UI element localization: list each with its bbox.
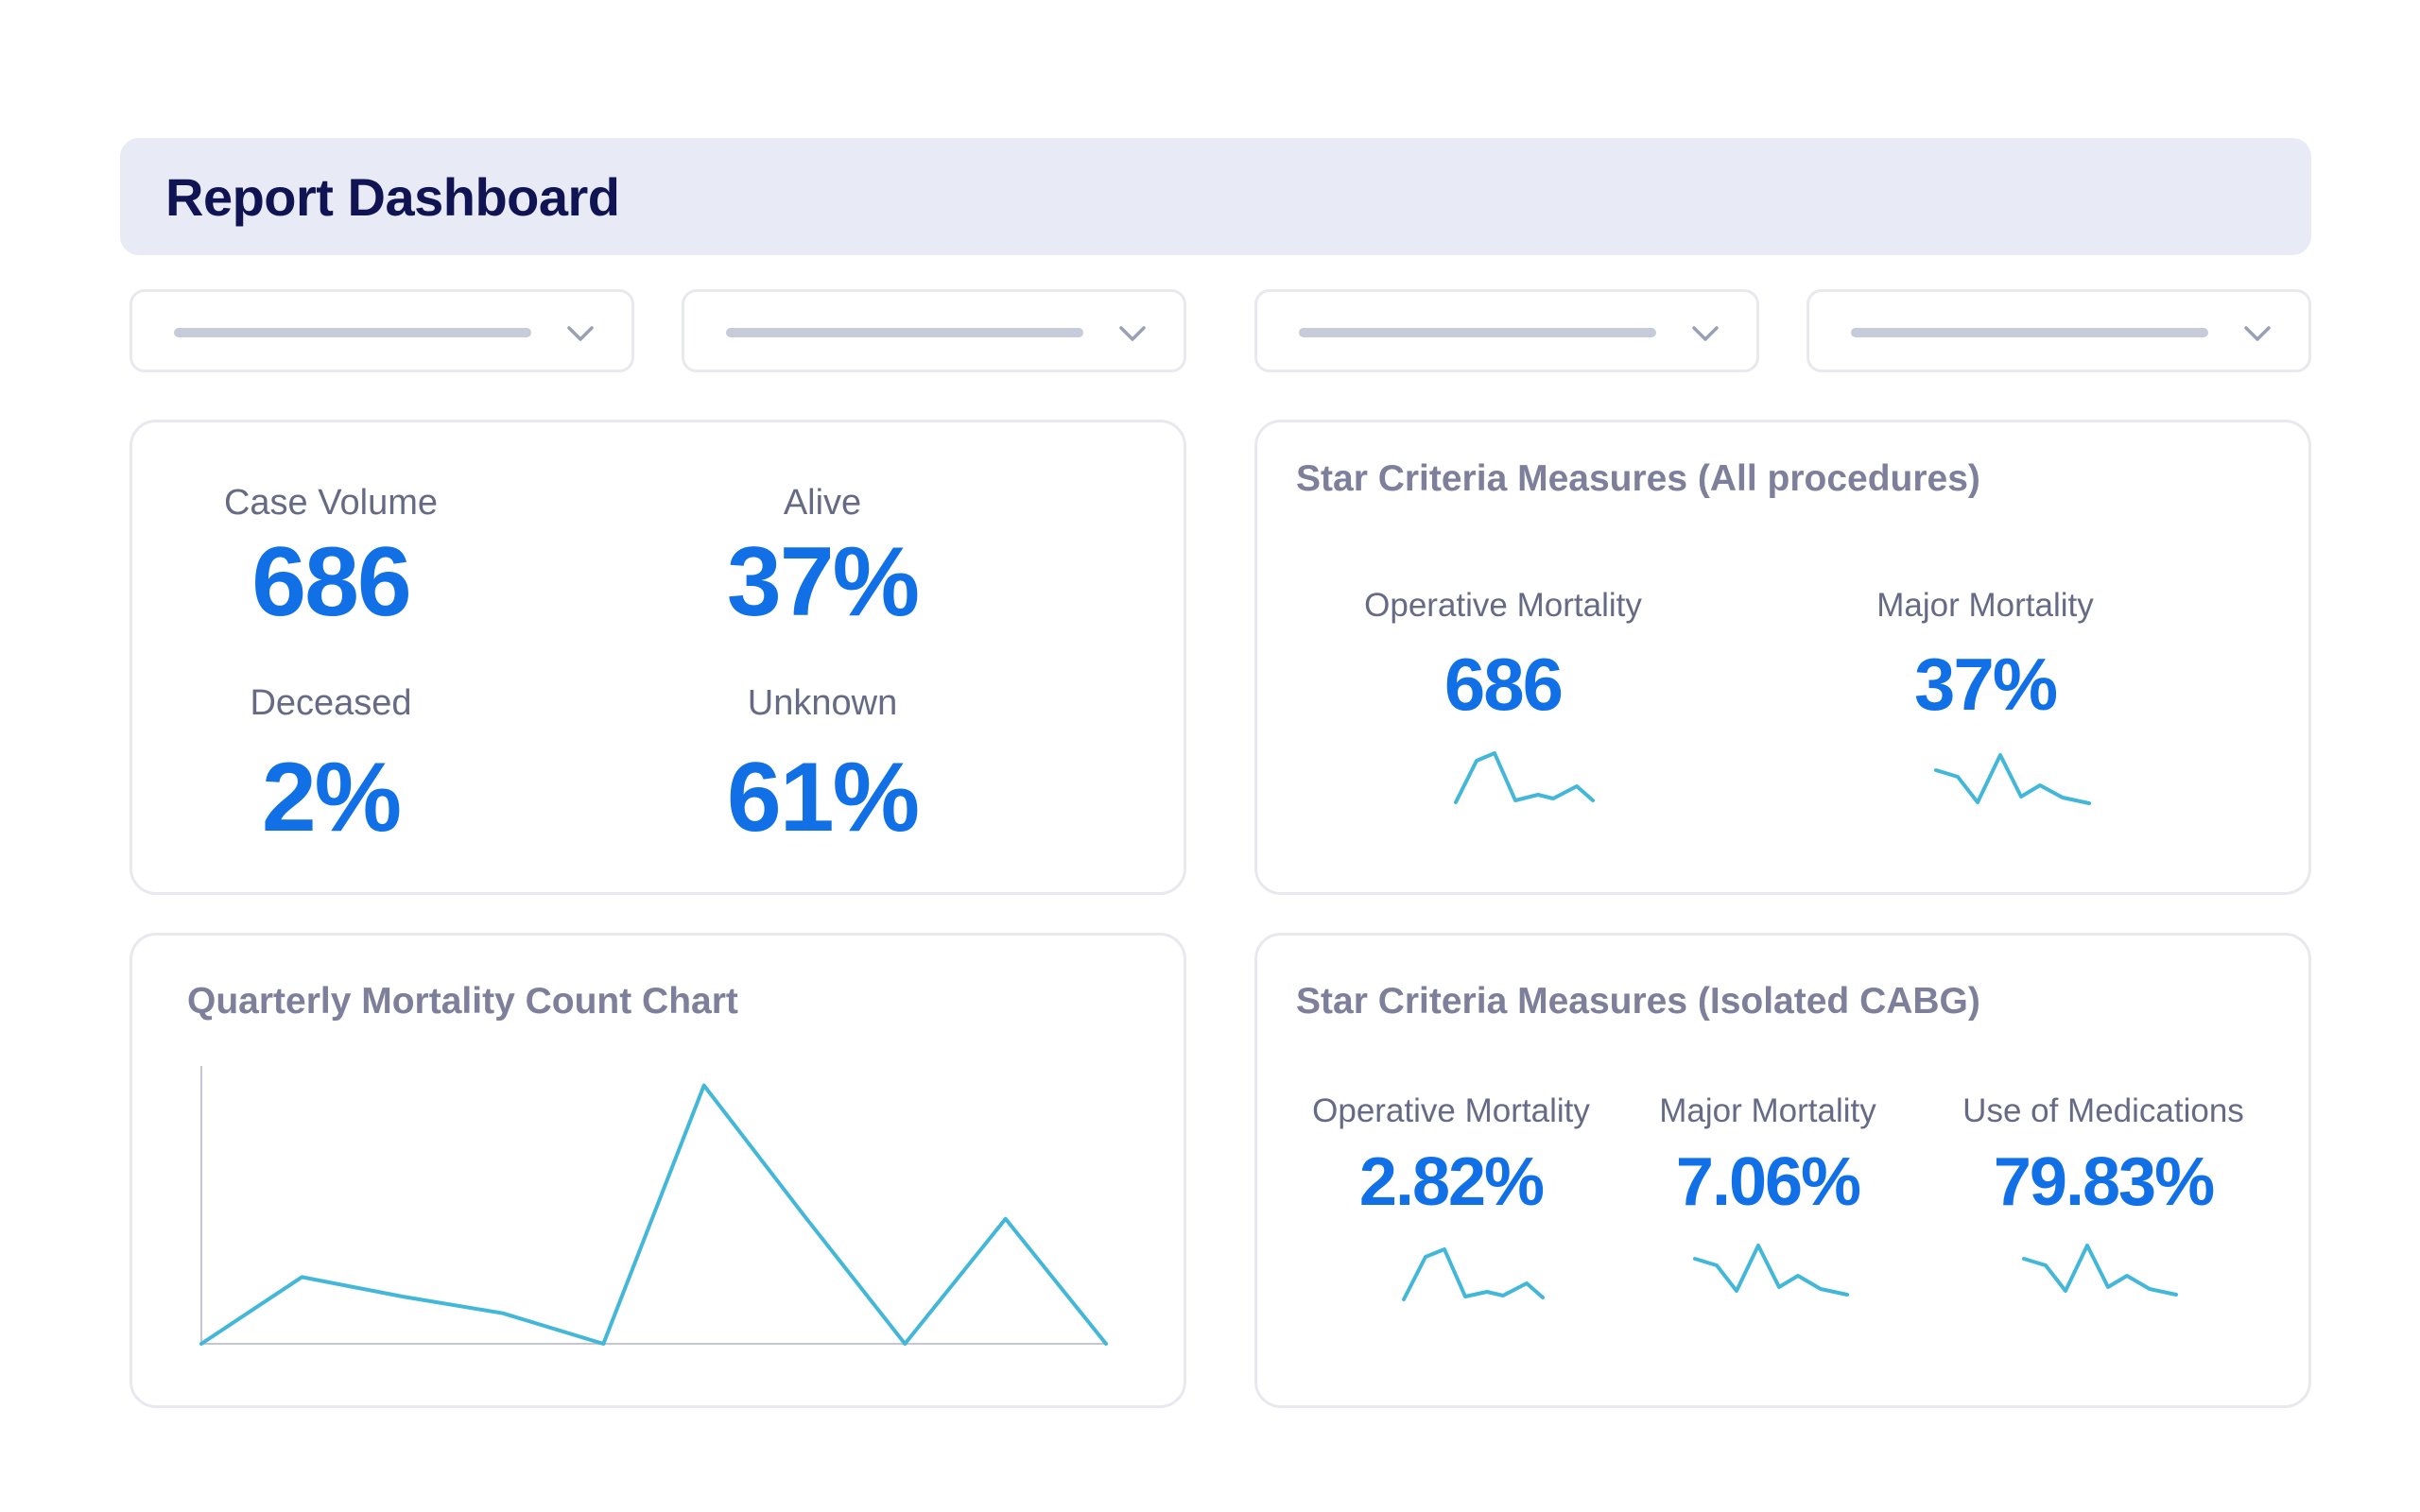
filter-placeholder-bar — [726, 328, 1083, 337]
page-title: Report Dashboard — [165, 166, 620, 227]
filter-dropdown-1[interactable] — [130, 289, 634, 372]
unknown-label: Unknown — [747, 683, 898, 723]
chevron-down-icon — [1692, 326, 1719, 341]
star-criteria-all-card: Star Criteria Measures (All procedures) … — [1254, 420, 2311, 895]
case-volume-label: Case Volume — [223, 483, 438, 523]
chevron-down-icon — [567, 326, 594, 341]
filter-dropdown-3[interactable] — [1254, 289, 1759, 372]
chart-title: Quarterly Mortality Count Chart — [187, 981, 738, 1022]
chevron-down-icon — [2244, 326, 2271, 341]
major-mortality-sparkline — [1934, 753, 2091, 805]
use-of-medications-value: 79.83% — [1993, 1144, 2215, 1220]
alive-value: 37% — [726, 527, 920, 637]
cabg-operative-mortality-sparkline — [1402, 1247, 1545, 1301]
quarterly-mortality-line-chart — [199, 1066, 1108, 1346]
cabg-major-mortality-sparkline — [1693, 1244, 1849, 1297]
dashboard-header: Report Dashboard — [120, 138, 2311, 255]
use-of-medications-label: Use of Medications — [1962, 1092, 2244, 1129]
unknown-value: 61% — [726, 743, 920, 852]
cabg-major-mortality-value: 7.06% — [1675, 1144, 1861, 1220]
major-mortality-label: Major Mortality — [1876, 587, 2094, 624]
filter-dropdown-4[interactable] — [1806, 289, 2311, 372]
case-volume-value: 686 — [251, 527, 412, 637]
deceased-value: 2% — [261, 743, 402, 852]
star-criteria-all-title: Star Criteria Measures (All procedures) — [1296, 458, 1980, 499]
filter-dropdown-2[interactable] — [682, 289, 1186, 372]
series-line — [199, 1083, 1108, 1346]
operative-mortality-value: 686 — [1443, 643, 1564, 726]
cabg-operative-mortality-value: 2.82% — [1358, 1144, 1545, 1220]
filter-placeholder-bar — [1299, 328, 1656, 337]
filter-placeholder-bar — [174, 328, 531, 337]
star-criteria-cabg-card: Star Criteria Measures (Isolated CABG) O… — [1254, 933, 2311, 1408]
operative-mortality-sparkline — [1454, 751, 1595, 804]
cabg-operative-mortality-label: Operative Mortality — [1312, 1092, 1590, 1129]
summary-card: Case Volume 686 Alive 37% Deceased 2% Un… — [130, 420, 1186, 895]
star-criteria-cabg-title: Star Criteria Measures (Isolated CABG) — [1296, 981, 1980, 1022]
filter-placeholder-bar — [1851, 328, 2208, 337]
deceased-label: Deceased — [250, 683, 412, 723]
alive-label: Alive — [783, 483, 862, 523]
cabg-major-mortality-label: Major Mortality — [1659, 1092, 1876, 1129]
operative-mortality-label: Operative Mortality — [1364, 587, 1642, 624]
use-of-medications-sparkline — [2022, 1244, 2178, 1297]
chevron-down-icon — [1119, 326, 1146, 341]
major-mortality-value: 37% — [1913, 643, 2058, 726]
quarterly-chart-card: Quarterly Mortality Count Chart — [130, 933, 1186, 1408]
